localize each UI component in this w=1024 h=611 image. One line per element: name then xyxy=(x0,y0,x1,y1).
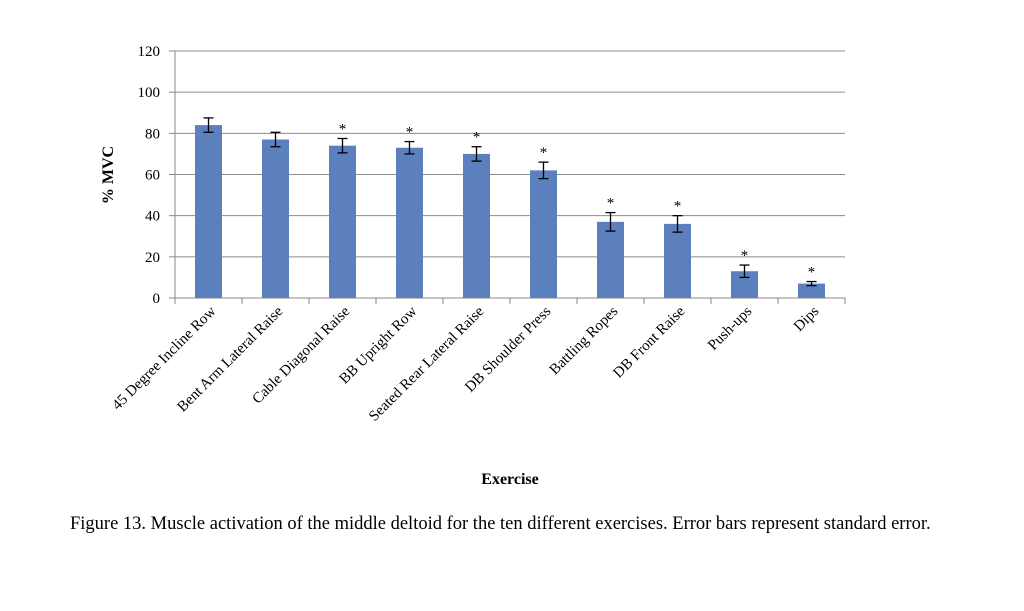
bar-chart: * * * * * * * * 0 20 40 60 80 100 120 45 Degree Incli… xyxy=(100,44,846,488)
significance-star: * xyxy=(808,265,816,281)
bar xyxy=(597,221,624,298)
y-tick-label: 0 xyxy=(153,291,161,307)
x-category-label: Seated Rear Lateral Raise xyxy=(366,303,487,424)
significance-star: * xyxy=(540,145,548,161)
y-tick-label: 20 xyxy=(145,250,160,266)
error-bar xyxy=(203,117,214,133)
bar xyxy=(329,145,356,298)
x-category-label: Battling Ropes xyxy=(547,303,622,378)
error-bar xyxy=(806,280,817,287)
error-bar xyxy=(404,140,415,155)
x-category-label: Push-ups xyxy=(705,303,755,353)
significance-star: * xyxy=(674,199,682,215)
error-bar xyxy=(739,264,750,279)
bar xyxy=(463,153,490,298)
significance-markers: * * * * * * * * xyxy=(339,121,816,280)
error-bars xyxy=(203,117,817,287)
y-axis-title: % MVC xyxy=(100,146,117,204)
significance-star: * xyxy=(607,196,615,212)
error-bar xyxy=(672,215,683,233)
y-tick-label: 60 xyxy=(145,168,160,184)
significance-star: * xyxy=(406,125,414,141)
significance-star: * xyxy=(473,130,481,146)
bar xyxy=(396,147,423,298)
error-bar xyxy=(538,161,549,180)
significance-star: * xyxy=(741,248,749,264)
x-category-label: DB Front Raise xyxy=(610,303,688,381)
figure-caption: Figure 13. Muscle activation of the midd… xyxy=(70,514,931,534)
x-category-label: Dips xyxy=(791,303,822,334)
bar xyxy=(664,223,691,298)
y-tick-label: 40 xyxy=(145,209,160,225)
bar xyxy=(530,170,557,298)
bars xyxy=(195,125,825,298)
error-bar xyxy=(605,211,616,232)
y-tick-label: 100 xyxy=(138,85,161,101)
bar xyxy=(195,125,222,298)
x-axis-title: Exercise xyxy=(481,471,538,488)
error-bar xyxy=(471,146,482,162)
y-tick-label: 120 xyxy=(138,44,161,60)
bar xyxy=(798,283,825,298)
y-tick-label: 80 xyxy=(145,126,160,142)
error-bar xyxy=(337,137,348,154)
y-tick-labels: 0 20 40 60 80 100 120 xyxy=(138,44,161,307)
significance-star: * xyxy=(339,121,347,137)
error-bar xyxy=(270,131,281,148)
bar xyxy=(262,139,289,298)
